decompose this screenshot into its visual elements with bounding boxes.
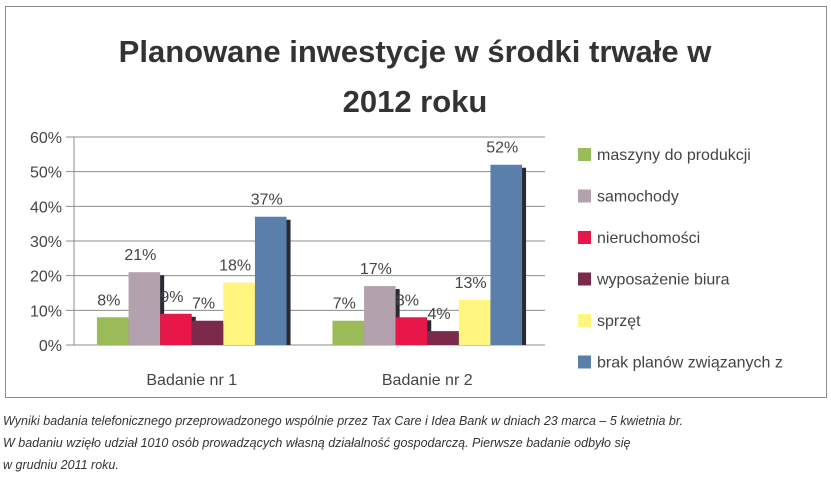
data-label: 4%	[427, 306, 450, 323]
y-tick-label: 10%	[30, 303, 62, 320]
data-label: 7%	[192, 296, 215, 313]
legend-label: nieruchomości	[597, 230, 700, 247]
bar	[223, 282, 255, 345]
data-label: 21%	[124, 247, 156, 264]
legend-label: sprzęt	[597, 313, 641, 330]
bar	[96, 317, 129, 345]
bar	[128, 272, 161, 345]
chart-title-line: 2012 roku	[343, 84, 488, 119]
y-tick-label: 40%	[30, 199, 62, 216]
y-tick-label: 60%	[30, 130, 62, 147]
data-label: 18%	[219, 258, 251, 275]
x-tick-label: Badanie nr 1	[146, 372, 237, 389]
bar	[332, 320, 365, 345]
legend-label: wyposażenie biura	[596, 272, 730, 289]
caption-line-2: W badaniu wzięło udział 1010 osób prowad…	[3, 436, 631, 450]
caption-line-1: Wyniki badania telefonicznego przeprowad…	[3, 414, 684, 428]
legend-label: brak planów związanych z	[597, 355, 783, 372]
bar	[191, 320, 224, 345]
y-tick-label: 30%	[30, 234, 62, 251]
chart-title-line: Planowane inwestycje w środki trwałe w	[119, 34, 713, 69]
legend-swatch	[578, 231, 591, 244]
data-label: 8%	[97, 292, 120, 309]
y-tick-label: 50%	[30, 165, 62, 182]
bar	[364, 286, 396, 345]
chart-frame	[5, 6, 827, 398]
bar-chart: Planowane inwestycje w środki trwałe w 20…	[30, 34, 783, 396]
x-tick-label: Badanie nr 2	[382, 372, 473, 389]
caption-line-3: w grudniu 2011 roku.	[3, 458, 119, 472]
data-label: 9%	[160, 289, 183, 306]
legend-swatch	[578, 355, 591, 369]
data-label: 8%	[396, 292, 419, 309]
legend: maszyny do produkcji samochody nieruchomoś…	[578, 147, 783, 396]
legend-label: maszyny do produkcji	[597, 147, 751, 164]
legend-label: inwestycją	[597, 379, 671, 396]
bar	[160, 313, 192, 345]
bar	[427, 331, 459, 345]
legend-swatch	[578, 189, 591, 203]
data-label: 52%	[486, 140, 518, 157]
legend-swatch	[578, 272, 591, 286]
bar	[254, 216, 287, 345]
bar	[395, 317, 428, 345]
data-label: 13%	[455, 275, 487, 292]
bar	[490, 164, 523, 345]
data-label: 37%	[251, 192, 283, 209]
data-label: 17%	[360, 261, 392, 278]
y-tick-label: 0%	[39, 338, 62, 355]
legend-label: samochody	[597, 189, 679, 206]
y-tick-label: 20%	[30, 269, 62, 286]
bar	[458, 299, 491, 345]
legend-swatch	[578, 148, 591, 161]
legend-swatch	[578, 314, 591, 327]
data-label: 7%	[333, 296, 356, 313]
